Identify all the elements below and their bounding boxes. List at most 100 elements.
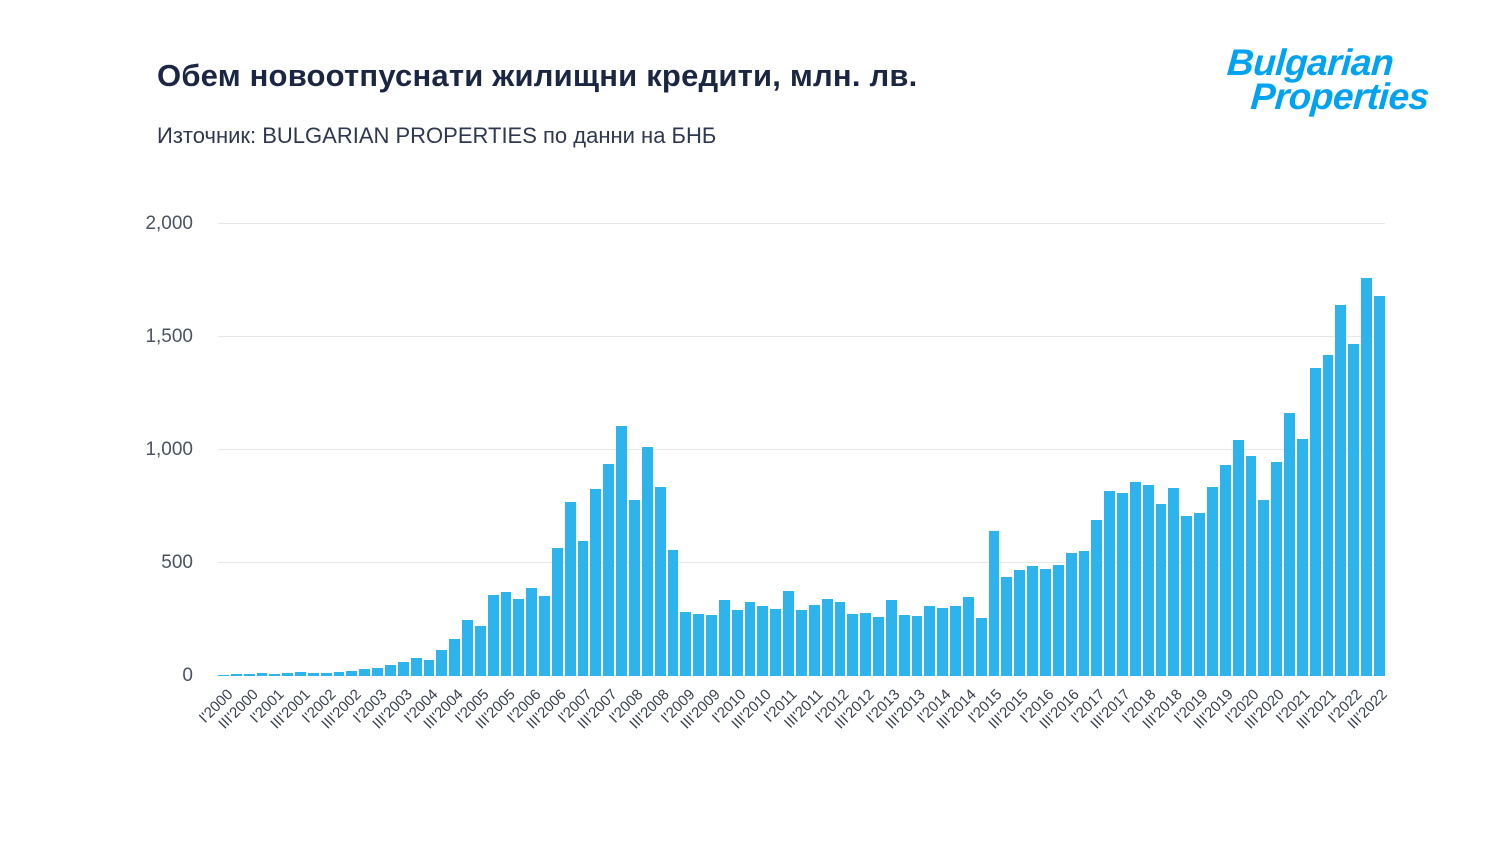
bar: [397, 662, 409, 676]
bar: [1181, 515, 1193, 676]
bar: [256, 673, 268, 676]
y-axis: 0 500 1,000 1,500 2,000: [0, 213, 205, 686]
bar: [436, 650, 448, 676]
bar: [1258, 499, 1270, 676]
bar: [1271, 462, 1283, 676]
bar: [1322, 355, 1334, 676]
bar: [359, 668, 371, 676]
gridline: [218, 223, 1385, 224]
bar: [1142, 485, 1154, 676]
x-axis: I'2000 III'2000 I'2001 III'2001 I'2002 III'20…: [195, 686, 1391, 733]
bar: [629, 500, 640, 676]
bar: [218, 675, 229, 676]
y-tick-label: 0: [182, 665, 193, 686]
plot-area: [218, 223, 1385, 676]
bar: [449, 638, 461, 676]
bar: [1104, 490, 1116, 676]
bar: [282, 672, 294, 676]
bar: [680, 612, 692, 676]
y-tick-label: 2,000: [145, 213, 193, 234]
bar: [744, 601, 756, 676]
bar: [346, 670, 358, 676]
bar: [808, 605, 820, 676]
bar: [1219, 464, 1231, 676]
bar: [783, 590, 794, 676]
bar: [513, 599, 525, 676]
bar: [526, 588, 538, 676]
bar: [1014, 569, 1026, 676]
bar: [911, 616, 923, 676]
bar: [1206, 487, 1218, 676]
bar: [988, 531, 1000, 676]
bar: [1155, 504, 1167, 676]
bar: [1052, 565, 1064, 676]
bar: [667, 549, 679, 676]
bar: [795, 610, 807, 676]
logo-word-bulgarian: Bulgarian: [1225, 42, 1395, 83]
bar: [1335, 305, 1347, 676]
bars: [218, 224, 1385, 676]
bar: [1232, 439, 1244, 676]
bar: [1091, 520, 1103, 676]
bar: [1284, 412, 1295, 676]
bar: [641, 447, 653, 676]
bar: [551, 547, 563, 676]
bar: [1348, 343, 1360, 676]
bar: [1168, 488, 1180, 676]
gridline: [218, 449, 1385, 450]
bar: [1296, 438, 1308, 676]
bar: [539, 596, 550, 676]
bar: [885, 599, 897, 676]
bar: [847, 614, 859, 676]
bar: [307, 672, 319, 676]
bar: [937, 608, 949, 676]
bar: [1194, 513, 1205, 676]
bar: [654, 486, 666, 676]
bar: [1373, 296, 1385, 676]
bar: [693, 613, 705, 676]
bar: [1065, 552, 1077, 676]
bar: [770, 608, 782, 676]
bar: [333, 672, 345, 676]
bar: [577, 540, 589, 676]
y-tick-label: 500: [161, 552, 193, 573]
bar: [500, 592, 512, 676]
bar: [1001, 576, 1013, 676]
bar: [731, 610, 743, 676]
bar: [564, 501, 576, 676]
bar: [962, 596, 974, 676]
bar: [860, 612, 872, 676]
bar: [295, 671, 306, 676]
bar: [706, 614, 717, 676]
bar: [384, 665, 396, 676]
bar: [1117, 492, 1128, 676]
bar: [757, 605, 769, 676]
bar: [320, 673, 332, 676]
bar: [821, 598, 833, 676]
chart-title: Обем новоотпуснати жилищни кредити, млн.…: [157, 58, 918, 93]
bar: [1361, 278, 1372, 676]
bar: [487, 595, 499, 676]
bar: [230, 674, 242, 676]
bar: [718, 599, 730, 676]
bar: [423, 659, 435, 676]
bar: [873, 617, 884, 676]
bar: [1129, 481, 1141, 676]
bar: [1245, 455, 1257, 676]
gridline: [218, 562, 1385, 563]
bar: [462, 619, 473, 676]
y-tick-label: 1,000: [145, 439, 193, 460]
bar: [410, 658, 422, 676]
bar: [924, 605, 936, 676]
bar: [1309, 367, 1321, 676]
bar: [950, 605, 961, 676]
y-tick-label: 1,500: [145, 326, 193, 347]
bar: [975, 618, 987, 676]
bar: [243, 673, 255, 676]
bar: [1027, 566, 1038, 676]
bar: [616, 425, 627, 676]
bar: [372, 668, 383, 676]
logo-word-properties: Properties: [1249, 76, 1431, 118]
bulgarian-properties-logo: Bulgarian Properties: [1224, 42, 1433, 118]
